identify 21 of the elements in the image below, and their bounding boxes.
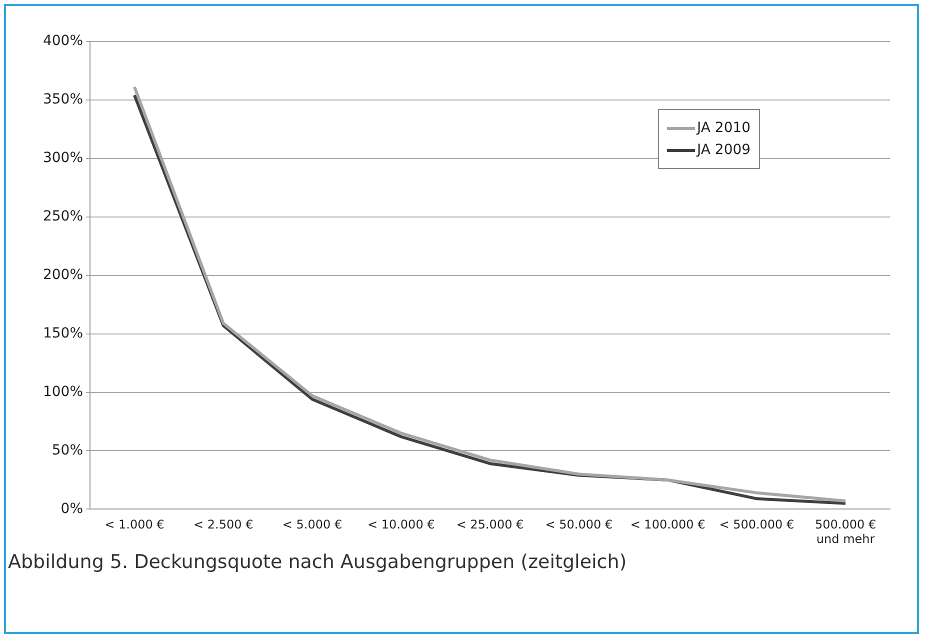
x-tick-label: < 1.000 € (104, 518, 164, 532)
legend-label: JA 2010 (697, 120, 751, 136)
y-tick-label: 350% (42, 92, 84, 108)
y-tick-label: 0% (60, 500, 84, 517)
legend-label: JA 2009 (697, 142, 751, 158)
x-tick-label: < 50.000 € (545, 518, 613, 532)
y-tick-label: 150% (42, 325, 84, 342)
y-tick-label: 250% (42, 208, 84, 224)
y-tick-label: 200% (42, 266, 84, 283)
x-tick-label: < 25.000 € (456, 518, 524, 532)
x-tick-label: < 2.500 € (194, 518, 254, 532)
y-tick-label: 50% (52, 442, 84, 458)
x-tick-label: 500.000 € und mehr (815, 518, 876, 546)
text: Abbildung 5. Deckungsquote nach Ausgabengruppen (zeitgleich) (8, 551, 627, 573)
y-tick-label: 100% (42, 384, 84, 400)
y-tick-label: 300% (42, 150, 84, 166)
x-tick-label: < 10.000 € (367, 518, 435, 532)
x-tick-label: < 100.000 € (630, 518, 706, 532)
x-tick-label: < 5.000 € (282, 518, 342, 532)
x-tick-label: < 500.000 € (719, 518, 794, 532)
y-tick-label: 400% (42, 33, 84, 50)
